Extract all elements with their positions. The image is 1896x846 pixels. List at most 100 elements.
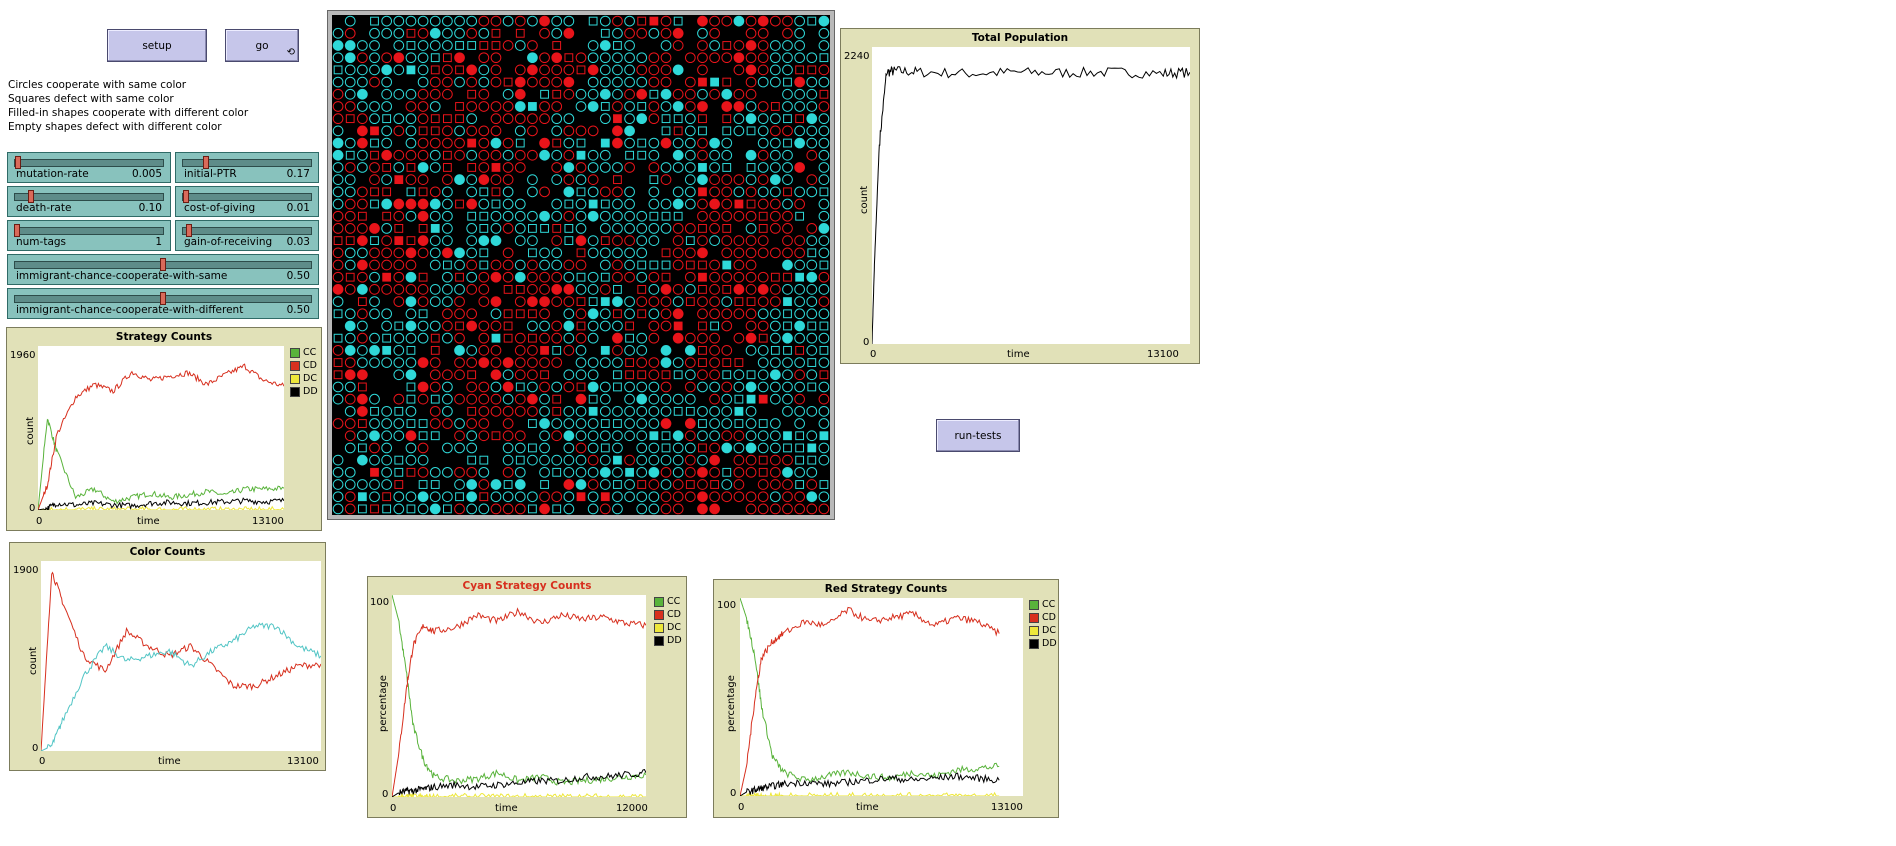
agent-circle bbox=[709, 345, 720, 356]
slider-initial-ptr[interactable]: initial-PTR 0.17 bbox=[175, 152, 319, 183]
slider-knob[interactable] bbox=[160, 258, 166, 271]
agent-circle bbox=[357, 40, 368, 51]
agent-square bbox=[758, 455, 768, 465]
agent-circle bbox=[806, 296, 818, 307]
agent-circle bbox=[514, 88, 526, 100]
agent-square bbox=[734, 406, 744, 416]
series-line-cc bbox=[740, 598, 1000, 783]
agent-circle bbox=[648, 320, 660, 332]
slider-track[interactable] bbox=[182, 227, 312, 235]
agent-circle bbox=[344, 320, 356, 332]
agent-circle bbox=[478, 405, 490, 417]
plot-total-population[interactable]: Total Population 2240 0 0 13100 time cou… bbox=[840, 28, 1200, 364]
agent-circle bbox=[417, 320, 429, 332]
agent-circle bbox=[697, 64, 708, 76]
slider-knob[interactable] bbox=[186, 224, 192, 237]
agent-circle bbox=[490, 405, 502, 417]
world-view[interactable] bbox=[327, 10, 835, 520]
agent-circle bbox=[381, 125, 393, 137]
agent-circle bbox=[490, 357, 502, 368]
slider-death-rate[interactable]: death-rate 0.10 bbox=[7, 186, 171, 217]
x-min-label: 0 bbox=[39, 756, 46, 767]
setup-button[interactable]: setup bbox=[107, 29, 207, 62]
agent-circle bbox=[575, 369, 587, 381]
slider-track[interactable] bbox=[14, 227, 164, 235]
agent-circle bbox=[332, 101, 344, 112]
agent-circle bbox=[551, 296, 563, 307]
slider-track[interactable] bbox=[182, 159, 312, 167]
agent-circle bbox=[539, 271, 550, 283]
agent-circle bbox=[539, 15, 550, 27]
agent-circle bbox=[721, 235, 733, 246]
agent-circle bbox=[672, 357, 684, 368]
agent-circle bbox=[551, 357, 563, 368]
slider-knob[interactable] bbox=[15, 156, 21, 169]
slider-knob[interactable] bbox=[203, 156, 209, 169]
agent-circle bbox=[381, 247, 393, 259]
agent-circle bbox=[429, 149, 441, 161]
agent-square bbox=[515, 455, 525, 465]
agent-circle bbox=[514, 101, 526, 112]
slider-knob[interactable] bbox=[28, 190, 34, 203]
agent-circle bbox=[697, 405, 708, 417]
agent-circle bbox=[782, 503, 793, 515]
agent-circle bbox=[478, 284, 490, 295]
plot-red-strategy-counts[interactable]: Red Strategy Counts 100 0 0 13100 time p… bbox=[713, 579, 1059, 818]
slider-label: mutation-rate bbox=[16, 168, 89, 180]
slider-knob[interactable] bbox=[14, 224, 20, 237]
agent-circle bbox=[733, 381, 745, 393]
slider-mutation-rate[interactable]: mutation-rate 0.005 bbox=[7, 152, 171, 183]
slider-gain-of-receiving[interactable]: gain-of-receiving 0.03 bbox=[175, 220, 319, 251]
agent-circle bbox=[721, 296, 733, 307]
agent-circle bbox=[806, 259, 818, 271]
y-axis-label: percentage bbox=[726, 675, 737, 732]
agent-square bbox=[430, 431, 440, 441]
agent-circle bbox=[551, 162, 563, 173]
agent-circle bbox=[794, 15, 805, 27]
agent-circle bbox=[648, 491, 660, 503]
agent-circle bbox=[684, 198, 696, 210]
agent-circle bbox=[721, 491, 733, 503]
agent-square bbox=[467, 455, 477, 465]
slider-cost-of-giving[interactable]: cost-of-giving 0.01 bbox=[175, 186, 319, 217]
agent-circle bbox=[502, 430, 514, 442]
agent-circle bbox=[539, 393, 550, 405]
agent-circle bbox=[405, 430, 417, 442]
agent-circle bbox=[794, 101, 805, 112]
agent-square bbox=[600, 272, 610, 282]
agent-circle bbox=[818, 210, 830, 222]
agent-circle bbox=[757, 442, 769, 454]
agent-circle bbox=[782, 101, 793, 112]
agent-circle bbox=[527, 15, 538, 27]
series-line-1 bbox=[41, 622, 321, 751]
agent-square bbox=[394, 406, 404, 416]
agent-circle bbox=[818, 76, 830, 88]
plot-color-counts[interactable]: Color Counts 1900 0 0 13100 time count bbox=[9, 542, 326, 771]
agent-circle bbox=[442, 235, 453, 246]
agent-square bbox=[467, 41, 477, 50]
agent-circle bbox=[539, 381, 550, 393]
agent-circle bbox=[466, 186, 478, 198]
plot-cyan-strategy-counts[interactable]: Cyan Strategy Counts 100 0 0 12000 time … bbox=[367, 576, 687, 818]
go-button[interactable]: go ⟲ bbox=[225, 29, 299, 62]
plot-strategy-counts[interactable]: Strategy Counts 1960 0 0 13100 time coun… bbox=[6, 327, 322, 531]
slider-immigrant-chance-cooperate-with-different[interactable]: immigrant-chance-cooperate-with-differen… bbox=[7, 288, 319, 319]
agent-square bbox=[333, 236, 343, 246]
slider-track[interactable] bbox=[182, 193, 312, 201]
agent-circle bbox=[454, 345, 465, 356]
run-tests-button[interactable]: run-tests bbox=[936, 419, 1020, 452]
agent-square bbox=[491, 431, 501, 441]
agent-circle bbox=[551, 430, 563, 442]
agent-circle bbox=[393, 503, 405, 515]
slider-knob[interactable] bbox=[183, 190, 189, 203]
agent-circle bbox=[709, 52, 720, 64]
slider-track[interactable] bbox=[14, 193, 164, 201]
agent-square bbox=[576, 150, 586, 160]
slider-immigrant-chance-cooperate-with-same[interactable]: immigrant-chance-cooperate-with-same 0.5… bbox=[7, 254, 319, 285]
agent-square bbox=[819, 53, 829, 63]
agent-circle bbox=[332, 247, 344, 259]
slider-knob[interactable] bbox=[160, 292, 166, 305]
slider-num-tags[interactable]: num-tags 1 bbox=[7, 220, 171, 251]
agent-circle bbox=[697, 332, 708, 344]
slider-track[interactable] bbox=[14, 159, 164, 167]
